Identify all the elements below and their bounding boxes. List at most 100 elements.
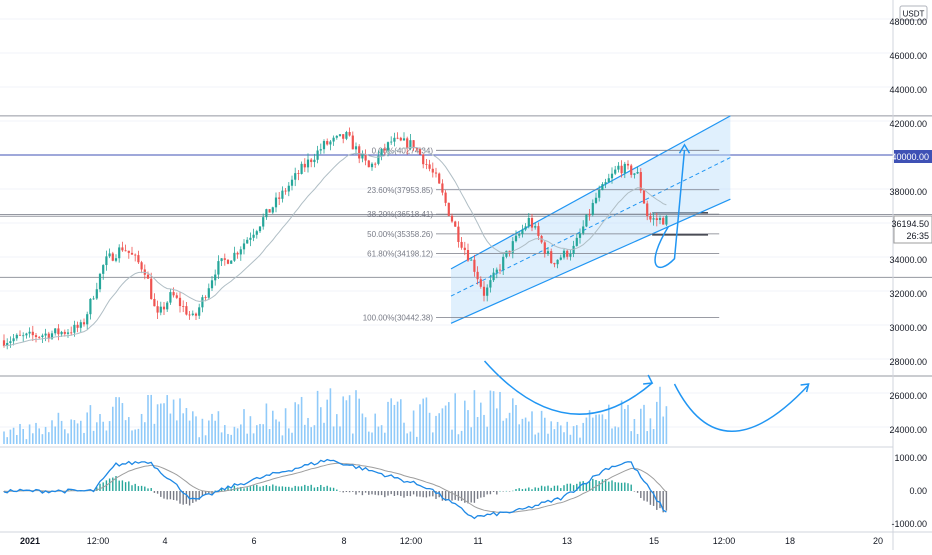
candle-body (438, 173, 441, 184)
candle-body (217, 261, 220, 275)
candle-body (434, 172, 438, 174)
macd-histogram-bar (137, 486, 140, 491)
candle-body (153, 298, 156, 307)
candle-body (626, 163, 630, 166)
macd-histogram-bar (41, 491, 44, 494)
macd-histogram-bar (368, 491, 370, 495)
candle-body (409, 140, 412, 149)
candle-body (658, 217, 662, 221)
candle-body (342, 134, 345, 139)
volume-bar (630, 431, 632, 444)
candle-body (406, 138, 409, 149)
macd-histogram-bar (496, 491, 498, 495)
price-axis[interactable]: USDT 48000.00 46000.00 44000.00 42000.00… (889, 5, 932, 435)
volume-bar (374, 413, 376, 444)
macd-histogram-bar (313, 487, 316, 491)
volume-bar (620, 400, 623, 444)
candle-body (566, 250, 569, 257)
drawn-arrows[interactable] (483, 143, 810, 432)
time-label: 18 (785, 536, 795, 546)
fibonacci-retracement[interactable]: 0.00%(40274.34) 23.60%(37953.85) 38.20%(36… (363, 146, 720, 322)
macd-histogram-bar (556, 485, 559, 491)
candle-body (591, 202, 594, 215)
volume-bar (406, 433, 408, 444)
currency-badge[interactable] (899, 5, 928, 21)
macd-histogram-bar (288, 486, 290, 491)
volume-bar (400, 399, 402, 444)
candle-body (402, 138, 406, 141)
macd-histogram-bar (19, 489, 21, 491)
candle-body (348, 132, 351, 136)
macd-histogram-bar (572, 485, 575, 491)
volume-bar (332, 426, 335, 444)
macd-histogram-bar (297, 486, 300, 491)
volume-bar (313, 425, 316, 444)
volume-bar (236, 428, 239, 444)
level-price-label-box[interactable] (894, 150, 932, 163)
volume-bar (534, 434, 536, 444)
candle-body (18, 334, 22, 336)
volume-bar (201, 418, 204, 444)
last-price-box[interactable] (893, 215, 932, 244)
candle-body (249, 237, 252, 240)
time-label: 15 (649, 536, 659, 546)
volume-bar (582, 422, 584, 444)
fib-level-label: 38.20%(36518.41) (367, 210, 433, 219)
macd-histogram-bar (598, 481, 600, 491)
volume-bar (544, 417, 546, 444)
macd-histogram-bar (121, 480, 124, 491)
macd-histogram-bar (611, 480, 613, 491)
macd-histogram-bar (96, 487, 98, 491)
volume-bar (118, 397, 120, 444)
macd-histogram-bar (451, 491, 453, 501)
volume-bar (60, 420, 63, 444)
volume-bar (624, 408, 626, 444)
time-axis[interactable]: 2021 12:00 4 6 8 12:00 11 13 15 12:00 18… (20, 536, 883, 546)
macd-histogram-bar (377, 491, 380, 496)
candle-body (326, 141, 329, 145)
volume-bar (643, 404, 645, 444)
macd-histogram-bar (182, 491, 184, 505)
parallel-channel[interactable] (450, 115, 731, 324)
candle-body (498, 269, 502, 271)
macd-histogram-bar (124, 482, 127, 491)
macd-signal-line (3, 462, 667, 513)
candle-body (358, 146, 361, 159)
candle-body (646, 203, 649, 217)
candle-body (162, 306, 166, 310)
macd-line (3, 458, 667, 520)
candle-body (418, 148, 422, 155)
candle-body (242, 243, 246, 250)
macd-histogram-bar (566, 483, 568, 491)
volume-bar (134, 429, 136, 444)
macd-histogram-bar (518, 488, 520, 491)
candle-body (534, 226, 537, 228)
volume-bar (524, 417, 527, 444)
candle-body (319, 149, 322, 151)
volume-bar (329, 388, 332, 444)
macd-histogram-bar (252, 485, 255, 491)
macd-histogram-bar (624, 482, 626, 491)
candle-body (226, 259, 230, 264)
macd-histogram-bar (601, 479, 604, 491)
macd-axis[interactable]: 1000.00 0.00 -1000.00 (891, 453, 927, 529)
channel-fill (451, 115, 731, 324)
volume-bar (140, 413, 143, 444)
volume-bar (185, 408, 188, 444)
candle-body (60, 331, 63, 335)
candle-body (370, 163, 374, 168)
candle-body (63, 331, 66, 334)
volume-bar (214, 420, 216, 444)
macd-histogram-bar (192, 491, 194, 503)
macd-histogram-bar (352, 491, 354, 492)
macd-histogram-bar (316, 486, 319, 491)
macd-histogram-bar (323, 486, 325, 491)
volume-bar (284, 408, 287, 444)
candle-body (575, 237, 578, 246)
macd-histogram-bar (470, 491, 472, 503)
macd-histogram-bar (156, 491, 159, 494)
candle-body (34, 335, 38, 337)
volume-bar (560, 425, 562, 444)
